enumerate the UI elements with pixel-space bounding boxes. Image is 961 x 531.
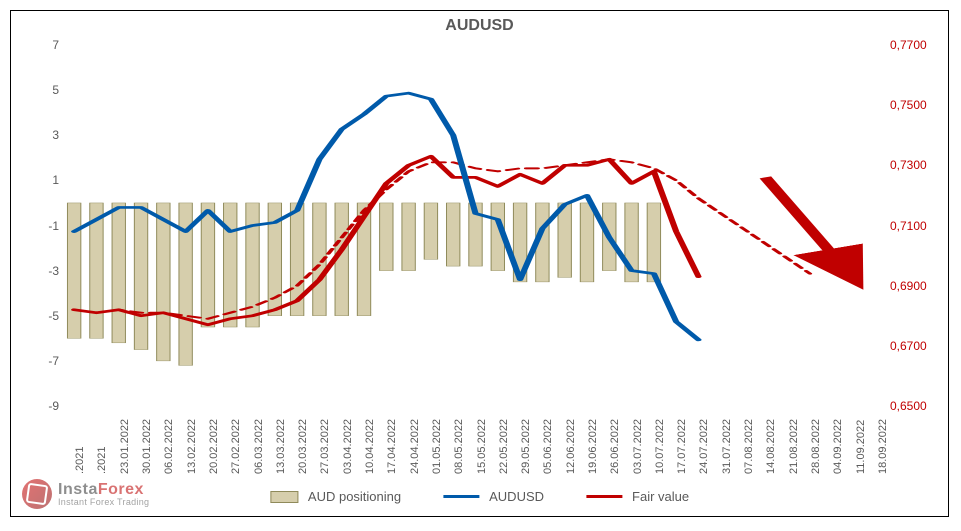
x-tick: 27.02.2022	[230, 419, 242, 474]
y-tick-right: 0,7700	[890, 38, 938, 52]
x-tick: 08.05.2022	[453, 419, 465, 474]
x-tick: 30.01.2022	[141, 419, 153, 474]
x-tick: 10.07.2022	[654, 419, 666, 474]
y-tick-right: 0,6700	[890, 339, 938, 353]
watermark-logo-icon	[22, 479, 52, 509]
y-tick-left: -5	[31, 309, 59, 323]
y-tick-left: -3	[31, 264, 59, 278]
x-tick: 22.05.2022	[498, 419, 510, 474]
x-tick: .2021	[96, 446, 108, 474]
watermark-brand-part1: Insta	[58, 481, 98, 498]
x-tick: 12.06.2022	[565, 419, 577, 474]
y-tick-right: 0,6900	[890, 279, 938, 293]
x-tick: 06.02.2022	[163, 419, 175, 474]
x-tick: 13.02.2022	[186, 419, 198, 474]
bar	[402, 203, 415, 271]
watermark-tagline: Instant Forex Trading	[58, 498, 149, 507]
x-tick: 18.09.2022	[877, 419, 889, 474]
y-tick-left: 5	[31, 83, 59, 97]
watermark-text: InstaForex Instant Forex Trading	[58, 482, 149, 507]
x-tick: 15.05.2022	[476, 419, 488, 474]
trend-arrow-icon	[765, 177, 854, 279]
y-tick-left: 7	[31, 38, 59, 52]
watermark-brand: InstaForex	[58, 482, 149, 498]
x-tick: 20.03.2022	[297, 419, 309, 474]
x-tick: 17.04.2022	[386, 419, 398, 474]
chart-frame: AUDUSD -9 -7 -5 -3 -1 1 3 5 7 0,6500 0,6700 0,6900…	[10, 10, 949, 517]
x-tick: 19.06.2022	[587, 419, 599, 474]
y-tick-right: 0,7300	[890, 158, 938, 172]
x-tick: 14.08.2022	[765, 419, 777, 474]
x-tick: 27.03.2022	[319, 419, 331, 474]
bar	[201, 203, 214, 327]
x-tick: 31.07.2022	[721, 419, 733, 474]
y-tick-left: -1	[31, 219, 59, 233]
x-tick: .2021	[74, 446, 86, 474]
x-tick: 04.09.2022	[832, 419, 844, 474]
y-tick-left: -9	[31, 399, 59, 413]
y-tick-right: 0,7500	[890, 98, 938, 112]
x-tick: 23.01.2022	[119, 419, 131, 474]
legend-item-audusd: AUDUSD	[443, 489, 544, 504]
x-tick: 17.07.2022	[676, 419, 688, 474]
x-tick: 21.08.2022	[788, 419, 800, 474]
x-tick: 03.04.2022	[342, 419, 354, 474]
y-axis-right: 0,65000,67000,69000,71000,73000,75000,77…	[890, 45, 938, 406]
y-tick-right: 0,6500	[890, 399, 938, 413]
legend-item-fairvalue: Fair value	[586, 489, 689, 504]
x-tick: 10.04.2022	[364, 419, 376, 474]
y-tick-right: 0,7100	[890, 219, 938, 233]
bar	[67, 203, 80, 338]
x-tick: 24.04.2022	[409, 419, 421, 474]
x-axis: .2021 .2021 23.01.2022 30.01.2022 06.02.2022…	[63, 406, 888, 478]
chart-title: AUDUSD	[445, 17, 513, 35]
bar	[447, 203, 460, 266]
bar	[224, 203, 237, 327]
bar	[157, 203, 170, 361]
x-tick: 13.03.2022	[275, 419, 287, 474]
x-tick: 29.05.2022	[520, 419, 532, 474]
bar	[647, 203, 660, 282]
legend-label: AUDUSD	[489, 489, 544, 504]
y-tick-left: 1	[31, 173, 59, 187]
x-tick: 03.07.2022	[632, 419, 644, 474]
y-tick-left: 3	[31, 128, 59, 142]
bar	[380, 203, 393, 271]
bar	[112, 203, 125, 343]
y-axis-left: -9-7-5-3-11357	[31, 45, 59, 406]
watermark: InstaForex Instant Forex Trading	[22, 479, 149, 509]
x-tick: 05.06.2022	[542, 419, 554, 474]
plot-svg	[63, 45, 888, 406]
legend: AUD positioning AUDUSD Fair value	[270, 489, 689, 504]
y-tick-left: -7	[31, 354, 59, 368]
legend-swatch-line-icon	[443, 495, 479, 498]
x-tick: 28.08.2022	[810, 419, 822, 474]
x-tick: 26.06.2022	[609, 419, 621, 474]
bar	[558, 203, 571, 277]
legend-label: AUD positioning	[308, 489, 401, 504]
bar	[580, 203, 593, 282]
x-tick: 07.08.2022	[743, 419, 755, 474]
legend-swatch-bar-icon	[270, 491, 298, 503]
x-tick: 01.05.2022	[431, 419, 443, 474]
legend-item-positioning: AUD positioning	[270, 489, 401, 504]
watermark-brand-part2: Forex	[98, 481, 144, 498]
x-tick: 11.09.2022	[855, 420, 867, 474]
legend-label: Fair value	[632, 489, 689, 504]
x-tick: 20.02.2022	[208, 419, 220, 474]
x-tick: 06.03.2022	[253, 419, 265, 474]
x-tick: 24.07.2022	[698, 419, 710, 474]
legend-swatch-line-icon	[586, 495, 622, 498]
bar	[424, 203, 437, 259]
bar	[134, 203, 147, 350]
plot-area	[63, 45, 888, 406]
